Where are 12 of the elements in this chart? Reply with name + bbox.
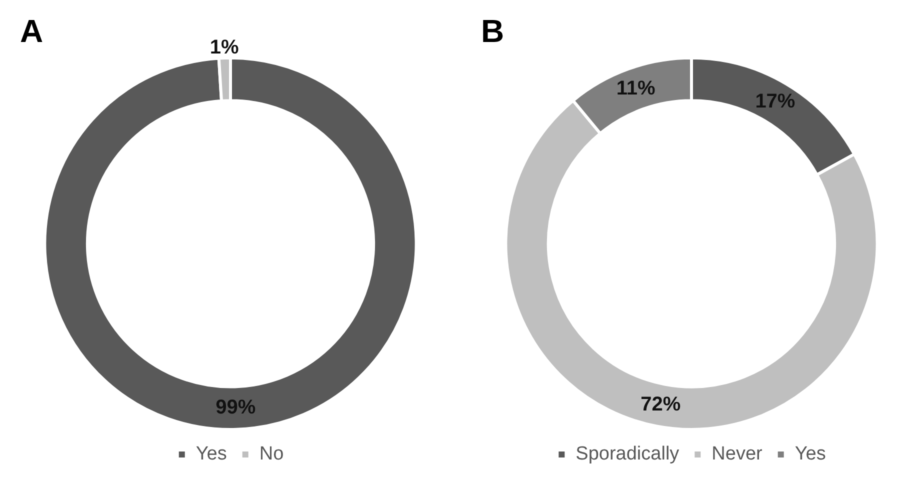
data-label: 17%	[755, 90, 796, 113]
legend-label: Yes	[794, 444, 826, 465]
legend-label: No	[259, 444, 284, 465]
data-label: 72%	[640, 394, 681, 416]
legend-label: Never	[712, 444, 764, 465]
chart-title: A	[20, 13, 44, 50]
legend-label: Sporadically	[576, 444, 680, 465]
chart-title: B	[481, 13, 504, 50]
data-label: 1%	[210, 36, 240, 59]
data-label: 11%	[616, 78, 656, 100]
data-label: 99%	[216, 396, 256, 419]
legend-label: Yes	[196, 444, 227, 465]
